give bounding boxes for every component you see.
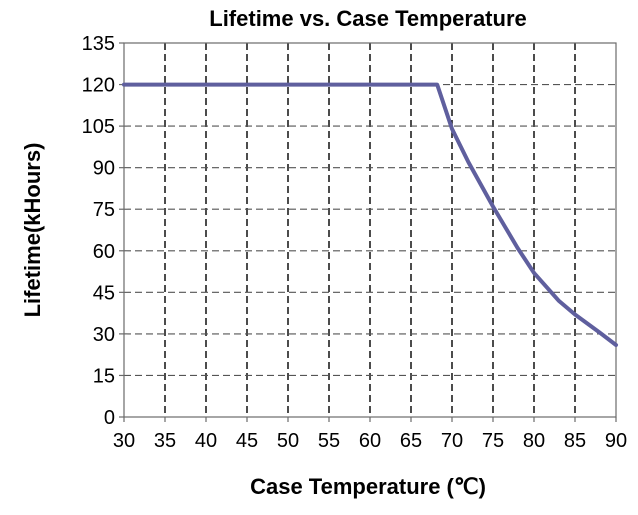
x-tick-label: 45 bbox=[236, 430, 258, 452]
x-tick-label: 70 bbox=[441, 430, 463, 452]
y-tick-label: 135 bbox=[82, 33, 115, 55]
x-tick-label: 65 bbox=[400, 430, 422, 452]
y-tick-label: 90 bbox=[93, 158, 115, 180]
y-tick-label: 45 bbox=[93, 282, 115, 304]
y-axis-title: Lifetime(kHours) bbox=[20, 143, 45, 318]
x-tick-label: 35 bbox=[154, 430, 176, 452]
y-tick-label: 60 bbox=[93, 241, 115, 263]
x-tick-label: 85 bbox=[564, 430, 586, 452]
y-tick-label: 75 bbox=[93, 199, 115, 221]
x-tick-label: 75 bbox=[482, 430, 504, 452]
x-tick-label: 30 bbox=[113, 430, 135, 452]
x-tick-label: 90 bbox=[605, 430, 627, 452]
x-tick-label: 80 bbox=[523, 430, 545, 452]
x-tick-label: 50 bbox=[277, 430, 299, 452]
x-axis-ticks: 30 35 40 45 50 55 60 65 70 75 80 85 90 bbox=[113, 417, 627, 452]
y-tick-label: 105 bbox=[82, 116, 115, 138]
x-axis-title: Case Temperature (℃) bbox=[250, 474, 486, 499]
y-tick-label: 120 bbox=[82, 75, 115, 97]
x-tick-label: 60 bbox=[359, 430, 381, 452]
y-tick-label: 0 bbox=[104, 407, 115, 429]
x-tick-label: 55 bbox=[318, 430, 340, 452]
lifetime-series-line bbox=[122, 82, 618, 347]
grid bbox=[124, 43, 616, 417]
series-group bbox=[122, 82, 618, 347]
y-axis-ticks: 0 15 30 45 60 75 90 105 120 135 bbox=[82, 33, 124, 429]
x-tick-label: 40 bbox=[195, 430, 217, 452]
chart-title: Lifetime vs. Case Temperature bbox=[209, 6, 527, 31]
y-tick-label: 15 bbox=[93, 365, 115, 387]
y-tick-label: 30 bbox=[93, 324, 115, 346]
